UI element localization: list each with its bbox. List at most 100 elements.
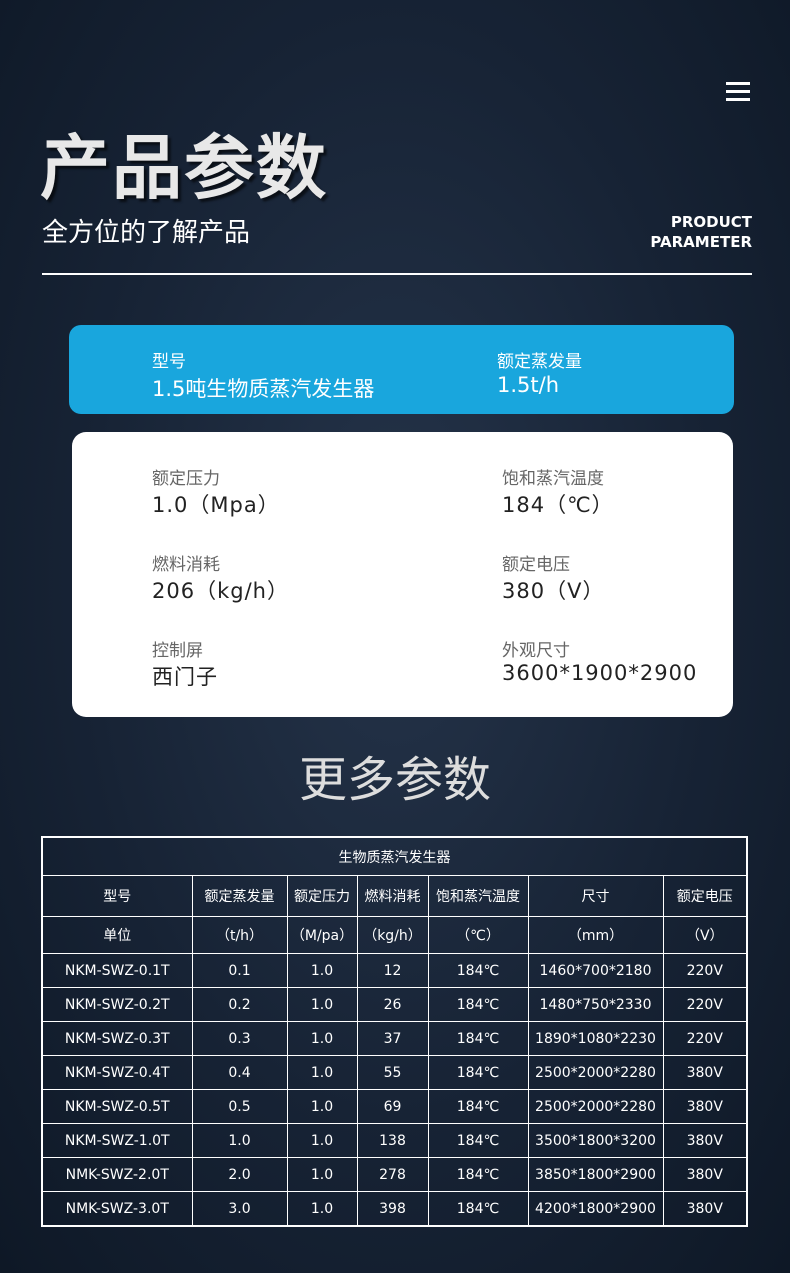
table-cell: 184℃ xyxy=(427,1191,529,1227)
table-cell: 220V xyxy=(662,1021,748,1056)
table-cell: 3850*1800*2900 xyxy=(527,1157,664,1192)
table-cell: 380V xyxy=(662,1055,748,1090)
table-cell: 2500*2000*2280 xyxy=(527,1089,664,1124)
table-cell: 1890*1080*2230 xyxy=(527,1021,664,1056)
table-cell: 1480*750*2330 xyxy=(527,987,664,1022)
page-title: 产品参数 xyxy=(40,127,328,209)
table-cell: 184℃ xyxy=(427,1055,529,1090)
data-row: NMK-SWZ-2.0T 2.0 1.0 278 184℃ 3850*1800*2900 3… xyxy=(41,1157,748,1192)
table-cell: 燃料消耗 xyxy=(356,875,429,917)
table-cell: 型号 xyxy=(41,875,193,917)
english-title: PARAMETER xyxy=(650,233,752,251)
table-cell: NKM-SWZ-0.1T xyxy=(41,953,193,988)
data-row: NKM-SWZ-0.1T 0.1 1.0 12 184℃ 1460*700*2180 220… xyxy=(41,953,748,988)
table-cell: 额定蒸发量 xyxy=(191,875,288,917)
table-cell: （t/h） xyxy=(191,916,288,954)
table-cell: NKM-SWZ-0.2T xyxy=(41,987,193,1022)
table-cell: 额定压力 xyxy=(286,875,358,917)
unit-row: 单位 （t/h） （M/pa） （kg/h） （℃） （mm） （V） xyxy=(41,916,748,954)
table-cell: 1.0 xyxy=(191,1123,288,1158)
spec-table: 生物质蒸汽发生器 型号 额定蒸发量 额定压力 燃料消耗 饱和蒸汽温度 尺寸 额定电压 单位 （t/… xyxy=(41,836,749,1227)
field-value: 1.5吨生物质蒸汽发生器 xyxy=(152,377,375,401)
spec-value: 206（kg/h） xyxy=(152,579,289,603)
table-cell: 1.0 xyxy=(286,1055,358,1090)
table-cell: 1.0 xyxy=(286,1021,358,1056)
table-cell: 184℃ xyxy=(427,1157,529,1192)
header-row: 型号 额定蒸发量 额定压力 燃料消耗 饱和蒸汽温度 尺寸 额定电压 xyxy=(41,875,748,917)
table-cell: 0.1 xyxy=(191,953,288,988)
spec-label: 控制屏 xyxy=(152,641,203,661)
table-cell: 184℃ xyxy=(427,1021,529,1056)
divider xyxy=(42,273,752,275)
table-cell: 1.0 xyxy=(286,1123,358,1158)
table-cell: 1.0 xyxy=(286,953,358,988)
table-cell: 2500*2000*2280 xyxy=(527,1055,664,1090)
table-cell: 380V xyxy=(662,1123,748,1158)
table-cell: （V） xyxy=(662,916,748,954)
subtitle: 全方位的了解产品 xyxy=(42,218,251,248)
table-cell: 3.0 xyxy=(191,1191,288,1227)
table-cell: 0.4 xyxy=(191,1055,288,1090)
table-cell: NKM-SWZ-0.4T xyxy=(41,1055,193,1090)
spec-label: 外观尺寸 xyxy=(502,641,570,661)
table-cell: 220V xyxy=(662,953,748,988)
table-cell: NKM-SWZ-0.3T xyxy=(41,1021,193,1056)
table-cell: 3500*1800*3200 xyxy=(527,1123,664,1158)
table-cell: 1.0 xyxy=(286,1157,358,1192)
field-label: 型号 xyxy=(152,352,186,372)
table-cell: 184℃ xyxy=(427,953,529,988)
english-title: PRODUCT xyxy=(670,213,752,231)
field-value: 1.5t/h xyxy=(497,373,560,397)
spec-value: 1.0（Mpa） xyxy=(152,493,280,517)
spec-card xyxy=(72,432,733,717)
table-cell: 饱和蒸汽温度 xyxy=(427,875,529,917)
table-cell: NKM-SWZ-0.5T xyxy=(41,1089,193,1124)
table-cell: 69 xyxy=(356,1089,429,1124)
spec-label: 额定压力 xyxy=(152,469,220,489)
table-cell: 37 xyxy=(356,1021,429,1056)
spec-value: 184（℃） xyxy=(502,493,614,517)
table-cell: 380V xyxy=(662,1089,748,1124)
data-row: NMK-SWZ-3.0T 3.0 1.0 398 184℃ 4200*1800*2900 3… xyxy=(41,1191,748,1227)
table-cell: （℃） xyxy=(427,916,529,954)
table-cell: 278 xyxy=(356,1157,429,1192)
menu-icon[interactable] xyxy=(726,82,750,106)
table-cell: 380V xyxy=(662,1157,748,1192)
data-row: NKM-SWZ-0.2T 0.2 1.0 26 184℃ 1480*750*2330 220… xyxy=(41,987,748,1022)
table-cell: 1.0 xyxy=(286,987,358,1022)
highlight-card xyxy=(69,325,734,414)
table-cell: 184℃ xyxy=(427,987,529,1022)
table-cell: 1.0 xyxy=(286,1191,358,1227)
table-cell: 184℃ xyxy=(427,1089,529,1124)
spec-value: 3600*1900*2900 xyxy=(502,661,698,685)
table-cell: （kg/h） xyxy=(356,916,429,954)
table-cell: 0.2 xyxy=(191,987,288,1022)
data-row: NKM-SWZ-0.3T 0.3 1.0 37 184℃ 1890*1080*2230 22… xyxy=(41,1021,748,1056)
table-cell: 尺寸 xyxy=(527,875,664,917)
spec-value: 西门子 xyxy=(152,665,218,689)
spec-value: 380（V） xyxy=(502,579,605,603)
table-cell: 55 xyxy=(356,1055,429,1090)
section-title: 更多参数 xyxy=(298,752,491,808)
table-cell: NKM-SWZ-1.0T xyxy=(41,1123,193,1158)
table-title: 生物质蒸汽发生器 xyxy=(41,836,748,876)
table-cell: 2.0 xyxy=(191,1157,288,1192)
spec-label: 额定电压 xyxy=(502,555,570,575)
table-cell: 单位 xyxy=(41,916,193,954)
table-title-row: 生物质蒸汽发生器 xyxy=(41,836,748,876)
data-row: NKM-SWZ-1.0T 1.0 1.0 138 184℃ 3500*1800*3200 3… xyxy=(41,1123,748,1158)
field-label: 额定蒸发量 xyxy=(497,352,582,372)
table-cell: NMK-SWZ-3.0T xyxy=(41,1191,193,1227)
data-row: NKM-SWZ-0.4T 0.4 1.0 55 184℃ 2500*2000*2280 38… xyxy=(41,1055,748,1090)
table-cell: 1460*700*2180 xyxy=(527,953,664,988)
table-cell: 184℃ xyxy=(427,1123,529,1158)
table-cell: 12 xyxy=(356,953,429,988)
table-cell: 额定电压 xyxy=(662,875,748,917)
table-cell: 4200*1800*2900 xyxy=(527,1191,664,1227)
table-cell: （mm） xyxy=(527,916,664,954)
table-cell: 0.5 xyxy=(191,1089,288,1124)
table-cell: 0.3 xyxy=(191,1021,288,1056)
table-cell: NMK-SWZ-2.0T xyxy=(41,1157,193,1192)
table-cell: 398 xyxy=(356,1191,429,1227)
